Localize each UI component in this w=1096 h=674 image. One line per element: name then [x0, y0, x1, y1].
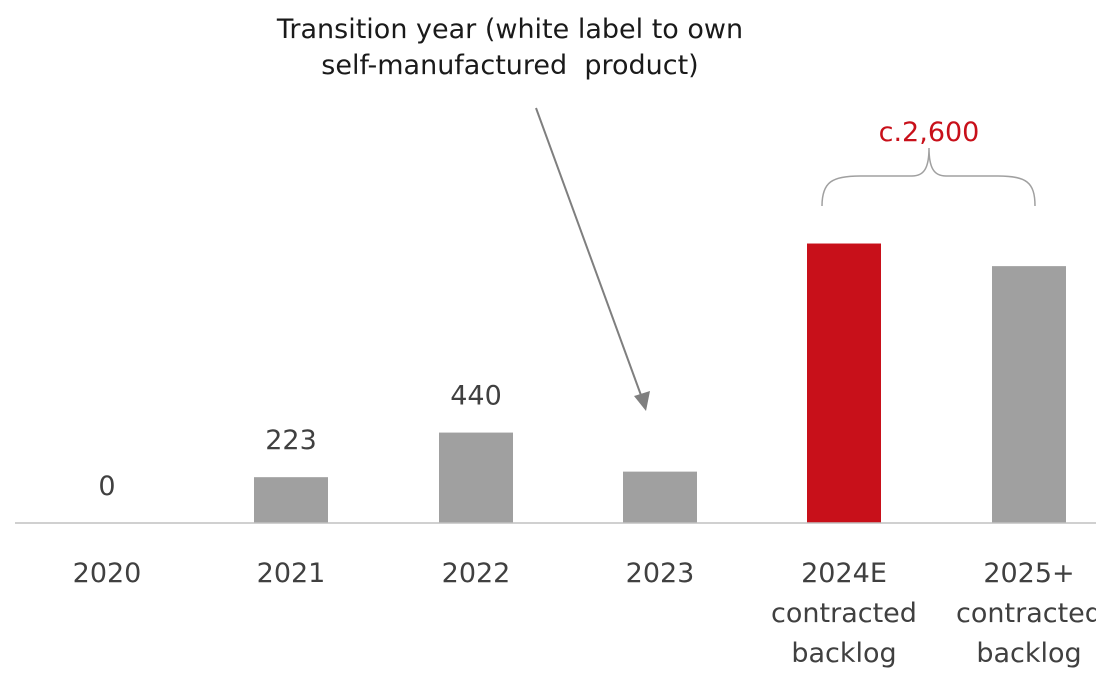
x-tick-label-5-2: backlog [976, 638, 1081, 669]
x-tick-label-0-0: 2020 [73, 558, 142, 589]
bar-2 [439, 432, 513, 523]
annotation-text: Transition year (white label to own self… [200, 12, 820, 84]
x-tick-label-1-0: 2021 [257, 558, 326, 589]
bar-3 [623, 471, 697, 523]
bar-1 [254, 477, 328, 523]
data-labels-group: 0 223 440 [98, 381, 501, 502]
brace-shape [821, 147, 1036, 207]
x-tick-label-3-0: 2023 [626, 558, 695, 589]
brace-group: c.2,600 [821, 117, 1036, 207]
annotation-arrow [535, 107, 650, 411]
data-label-2: 440 [450, 381, 502, 412]
annotation-line-1: Transition year (white label to own [276, 14, 744, 45]
brace-label: c.2,600 [879, 117, 980, 148]
x-tick-label-2-0: 2022 [442, 558, 511, 589]
data-label-0: 0 [98, 471, 115, 502]
bars-group [254, 243, 1066, 523]
x-tick-label-5-1: contracted [956, 598, 1096, 629]
data-label-1: 223 [265, 425, 317, 456]
x-tick-label-4-2: backlog [791, 638, 896, 669]
x-tick-labels-group: 2020 2021 2022 2023 2024E contracted backlog 20… [73, 558, 1096, 669]
x-tick-label-5-0: 2025+ [983, 558, 1074, 589]
x-tick-label-4-0: 2024E [801, 558, 887, 589]
bar-5 [992, 266, 1066, 523]
x-tick-label-4-1: contracted [771, 598, 917, 629]
annotation-line-2: self-manufactured product) [321, 50, 699, 81]
bar-4 [807, 243, 881, 523]
